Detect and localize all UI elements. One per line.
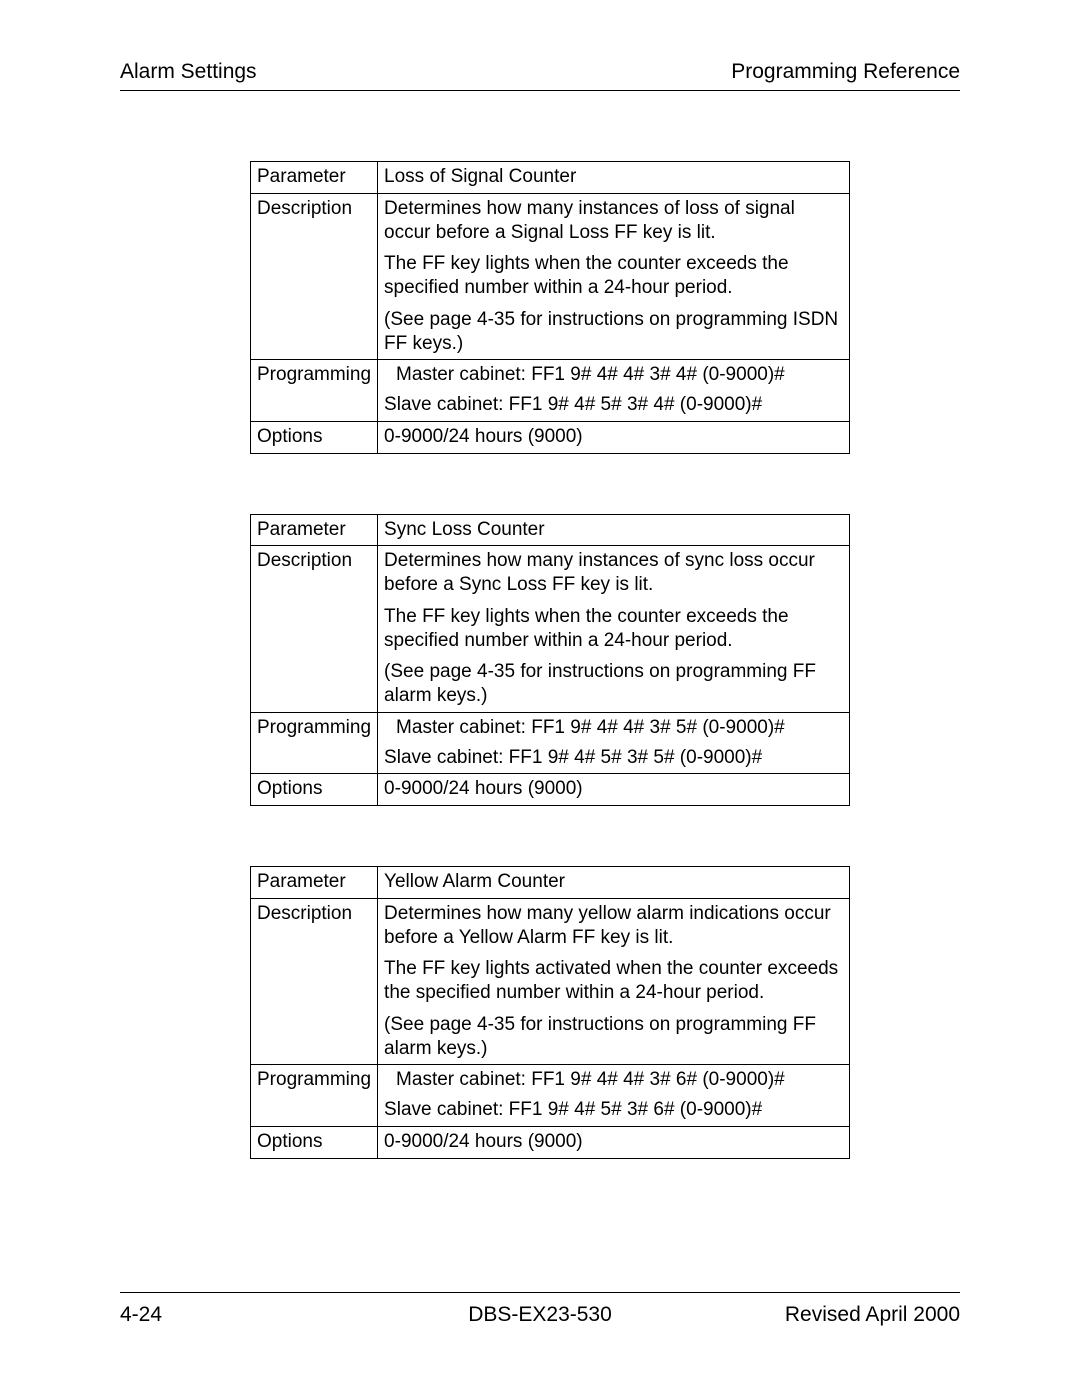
page-footer: 4-24 DBS-EX23-530 Revised April 2000 [120,1292,960,1327]
row-label-description: Description [251,898,378,1065]
footer-revision: Revised April 2000 [785,1303,960,1327]
footer-page-number: 4-24 [120,1303,162,1327]
page-header: Alarm Settings Programming Reference [120,60,960,91]
row-label-options: Options [251,774,378,806]
row-label-description: Description [251,193,378,360]
description-paragraph: Determines how many instances of loss of… [384,197,843,245]
header-left: Alarm Settings [120,60,257,84]
row-value-programming: Master cabinet: FF1 9# 4# 4# 3# 4# (0-90… [378,360,850,422]
row-label-options: Options [251,421,378,453]
row-value-description: Determines how many instances of loss of… [378,193,850,360]
row-label-programming: Programming [251,360,378,422]
description-paragraph: (See page 4-35 for instructions on progr… [384,1013,843,1061]
page: Alarm Settings Programming Reference Par… [0,0,1080,1397]
description-paragraph: Determines how many instances of sync lo… [384,549,843,597]
description-paragraph: The FF key lights activated when the cou… [384,957,843,1005]
row-label-options: Options [251,1126,378,1158]
tables-container: Parameter Loss of Signal Counter Descrip… [120,161,960,1159]
row-label-programming: Programming [251,1065,378,1127]
row-value-programming: Master cabinet: FF1 9# 4# 4# 3# 5# (0-90… [378,712,850,774]
row-value-options: 0-9000/24 hours (9000) [378,774,850,806]
row-label-description: Description [251,546,378,713]
programming-line: Slave cabinet: FF1 9# 4# 5# 3# 6# (0-900… [384,1098,843,1122]
header-right: Programming Reference [731,60,960,84]
description-paragraph: (See page 4-35 for instructions on progr… [384,660,843,708]
row-label-parameter: Parameter [251,867,378,899]
row-value-description: Determines how many yellow alarm indicat… [378,898,850,1065]
description-paragraph: The FF key lights when the counter excee… [384,605,843,653]
row-value-parameter: Loss of Signal Counter [378,162,850,194]
row-value-programming: Master cabinet: FF1 9# 4# 4# 3# 6# (0-90… [378,1065,850,1127]
programming-line: Slave cabinet: FF1 9# 4# 5# 3# 4# (0-900… [384,393,843,417]
row-value-parameter: Yellow Alarm Counter [378,867,850,899]
description-paragraph: (See page 4-35 for instructions on progr… [384,308,843,356]
row-label-parameter: Parameter [251,162,378,194]
parameter-table: Parameter Yellow Alarm Counter Descripti… [250,866,850,1159]
parameter-table: Parameter Sync Loss Counter Description … [250,514,850,807]
row-value-options: 0-9000/24 hours (9000) [378,421,850,453]
programming-line: Slave cabinet: FF1 9# 4# 5# 3# 5# (0-900… [384,746,843,770]
description-paragraph: The FF key lights when the counter excee… [384,252,843,300]
row-value-options: 0-9000/24 hours (9000) [378,1126,850,1158]
row-label-programming: Programming [251,712,378,774]
programming-line: Master cabinet: FF1 9# 4# 4# 3# 4# (0-90… [384,363,843,387]
row-value-parameter: Sync Loss Counter [378,514,850,546]
parameter-table: Parameter Loss of Signal Counter Descrip… [250,161,850,454]
programming-line: Master cabinet: FF1 9# 4# 4# 3# 6# (0-90… [384,1068,843,1092]
row-label-parameter: Parameter [251,514,378,546]
programming-line: Master cabinet: FF1 9# 4# 4# 3# 5# (0-90… [384,716,843,740]
row-value-description: Determines how many instances of sync lo… [378,546,850,713]
description-paragraph: Determines how many yellow alarm indicat… [384,902,843,950]
